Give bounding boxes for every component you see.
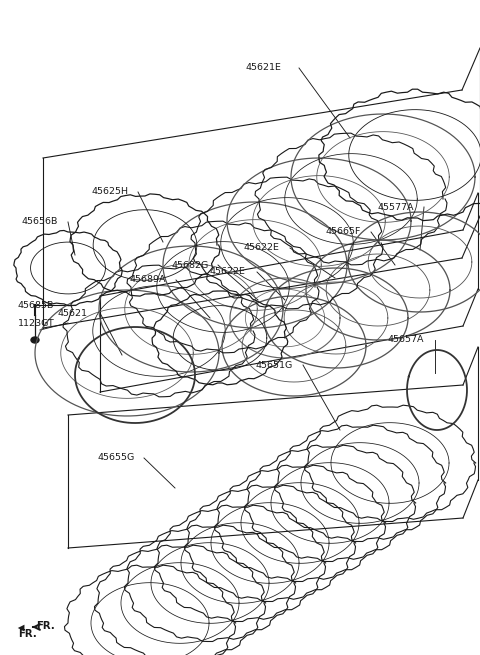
Ellipse shape: [31, 337, 39, 343]
Text: 45622E: 45622E: [210, 267, 246, 276]
Text: 45655G: 45655G: [98, 453, 135, 462]
Text: FR.: FR.: [36, 621, 55, 631]
Text: 45651G: 45651G: [255, 360, 292, 369]
Text: 45682G: 45682G: [172, 261, 209, 269]
Text: 45577A: 45577A: [378, 202, 415, 212]
Text: 1123GT: 1123GT: [18, 318, 55, 328]
Text: 45689A: 45689A: [130, 276, 167, 284]
Text: 45656B: 45656B: [22, 217, 59, 227]
Text: 45621E: 45621E: [245, 64, 281, 73]
Text: 45657A: 45657A: [388, 335, 424, 345]
Text: 45625H: 45625H: [92, 187, 129, 196]
Text: 45622E: 45622E: [243, 244, 279, 252]
Text: 45621: 45621: [58, 309, 88, 318]
Text: 45665F: 45665F: [325, 227, 360, 236]
Text: 45685B: 45685B: [18, 301, 54, 310]
Text: FR.: FR.: [18, 629, 37, 639]
